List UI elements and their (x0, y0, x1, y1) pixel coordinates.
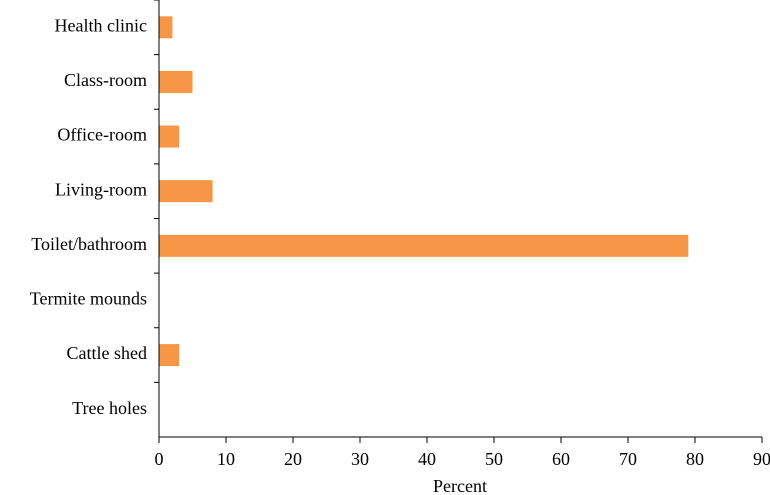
y-tick-label: Toilet/bathroom (31, 234, 147, 254)
y-tick-label: Office-room (57, 125, 147, 145)
x-tick-label: 60 (552, 449, 570, 469)
bar (159, 125, 180, 148)
x-tick-label: 40 (418, 449, 436, 469)
y-tick-label: Class-room (64, 70, 147, 90)
bar (159, 180, 213, 203)
bar (159, 70, 193, 93)
x-tick-label: 20 (284, 449, 302, 469)
x-tick-label: 90 (753, 449, 770, 469)
x-tick-label: 50 (485, 449, 503, 469)
x-tick-label: 30 (351, 449, 369, 469)
y-tick-label: Living-room (55, 179, 147, 199)
y-tick-label: Health clinic (55, 15, 147, 35)
x-tick-label: 0 (155, 449, 164, 469)
x-tick-label: 10 (217, 449, 235, 469)
y-tick-label: Tree holes (72, 398, 147, 418)
bar (159, 234, 689, 257)
y-tick-label: Cattle shed (67, 343, 147, 363)
x-axis-label: Percent (433, 476, 487, 495)
bar (159, 16, 173, 39)
bar (159, 344, 180, 367)
y-tick-label: Termite mounds (30, 289, 147, 309)
x-tick-label: 80 (686, 449, 704, 469)
x-tick-label: 70 (619, 449, 637, 469)
